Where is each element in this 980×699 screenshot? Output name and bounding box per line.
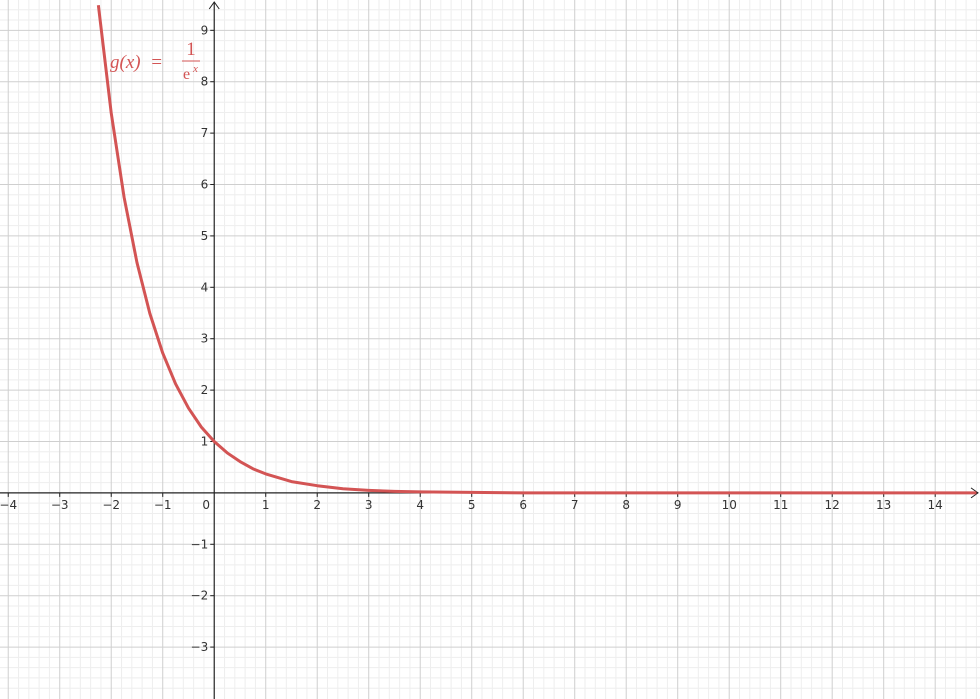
y-axis-arrow bbox=[208, 1, 220, 10]
y-tick-label: 4 bbox=[201, 280, 209, 294]
label-lhs: g(x) = bbox=[110, 52, 163, 73]
label-exponent: x bbox=[192, 63, 198, 75]
x-tick-label: −3 bbox=[51, 498, 69, 512]
x-tick-label: 9 bbox=[674, 498, 682, 512]
y-tick-label: 7 bbox=[201, 126, 209, 140]
y-tick-label: 9 bbox=[201, 23, 209, 37]
x-tick-label: −2 bbox=[102, 498, 120, 512]
label-denominator: e bbox=[183, 66, 190, 83]
function-label: g(x) = 1 e x bbox=[110, 39, 200, 83]
y-tick-label: −2 bbox=[191, 589, 209, 603]
x-tick-label: 13 bbox=[876, 498, 891, 512]
x-tick-label: 7 bbox=[571, 498, 579, 512]
x-tick-label: 12 bbox=[825, 498, 840, 512]
y-tick-label: 6 bbox=[201, 178, 209, 192]
x-tick-label: 14 bbox=[928, 498, 943, 512]
function-curve bbox=[96, 4, 977, 495]
x-tick-label: 6 bbox=[519, 498, 527, 512]
x-tick-label: 1 bbox=[262, 498, 270, 512]
x-tick-label: 10 bbox=[722, 498, 737, 512]
x-axis-arrow bbox=[970, 487, 979, 499]
x-tick-label: −4 bbox=[0, 498, 17, 512]
x-tick-label: 4 bbox=[416, 498, 424, 512]
y-tick-label: 5 bbox=[201, 229, 209, 243]
x-tick-label: 5 bbox=[468, 498, 476, 512]
y-tick-label: −1 bbox=[191, 537, 209, 551]
x-tick-label: 8 bbox=[622, 498, 630, 512]
label-numerator: 1 bbox=[186, 39, 196, 60]
y-tick-label: −3 bbox=[191, 640, 209, 654]
x-tick-label: −1 bbox=[154, 498, 172, 512]
x-tick-label: 0 bbox=[202, 498, 210, 512]
y-tick-label: 3 bbox=[201, 332, 209, 346]
y-tick-label: 8 bbox=[201, 75, 209, 89]
y-tick-label: 2 bbox=[201, 383, 209, 397]
plot bbox=[96, 4, 977, 495]
x-tick-label: 3 bbox=[365, 498, 373, 512]
x-tick-label: 2 bbox=[313, 498, 321, 512]
y-tick-label: 1 bbox=[201, 435, 209, 449]
x-tick-label: 11 bbox=[773, 498, 788, 512]
